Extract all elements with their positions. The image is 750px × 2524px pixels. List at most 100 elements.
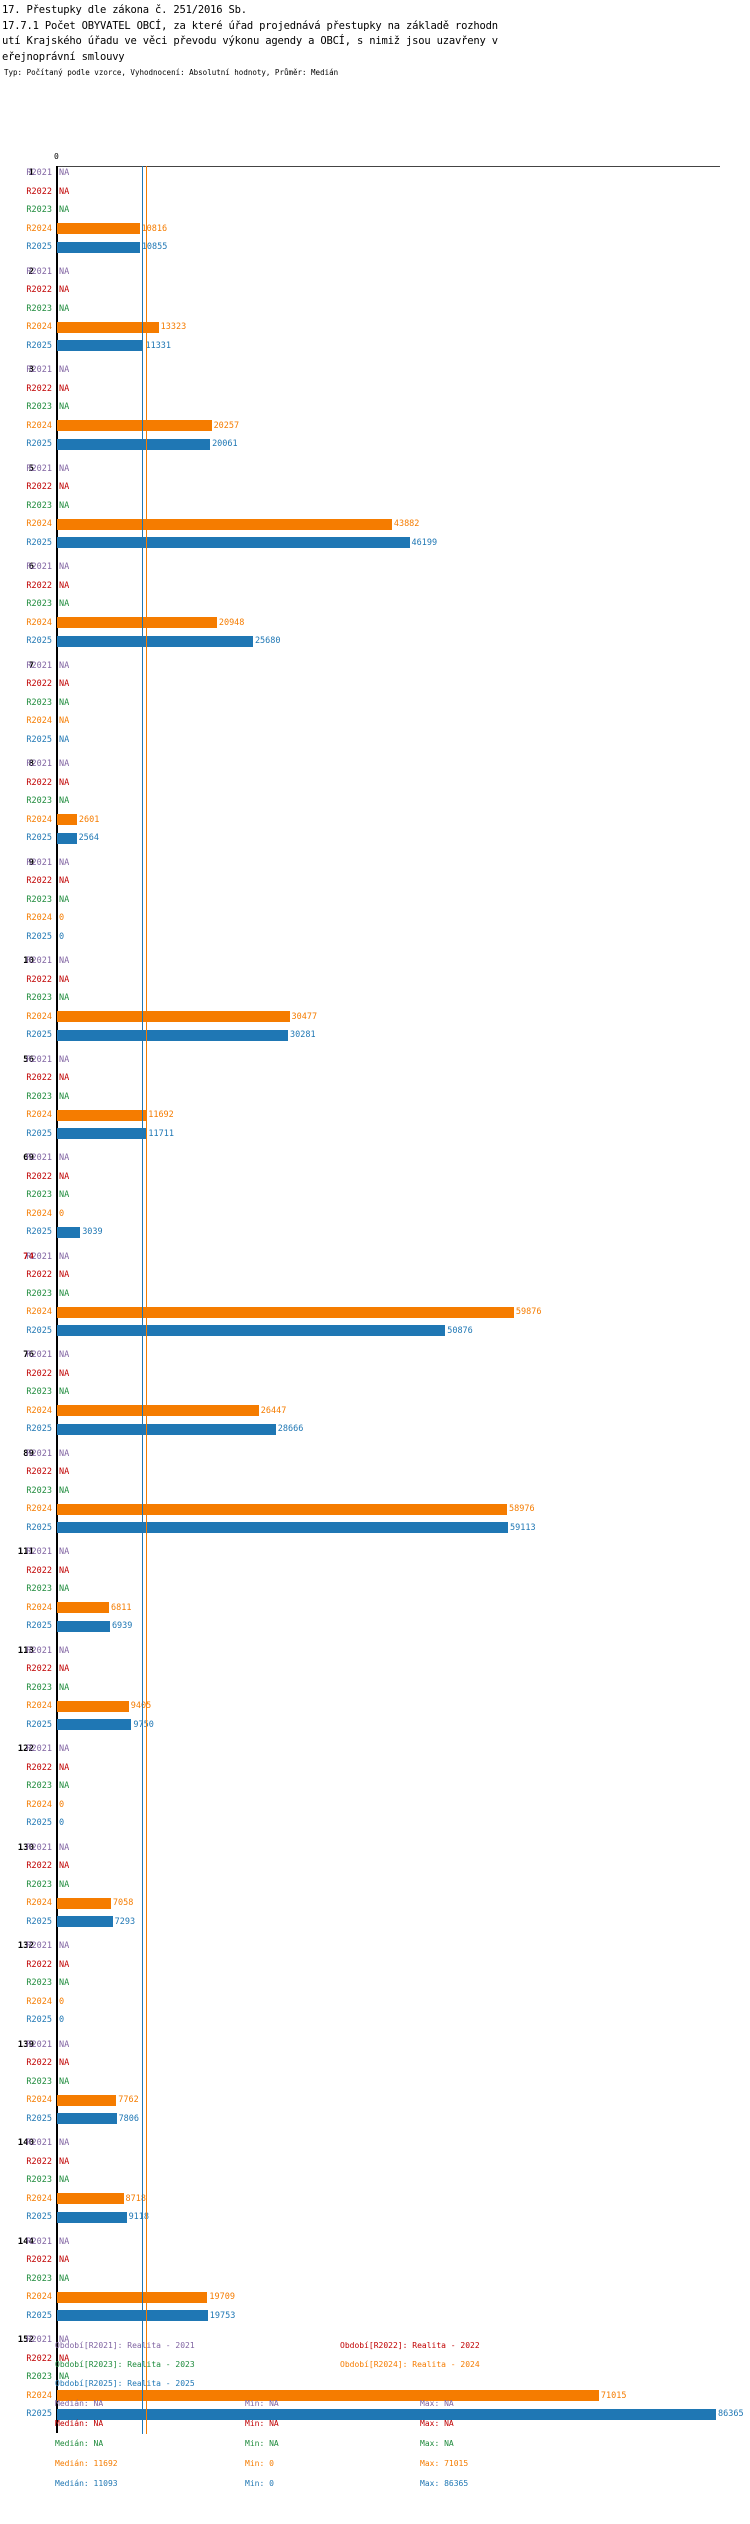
period-label-r2022: R2022 — [26, 1467, 52, 1478]
period-label-r2024: R2024 — [26, 223, 52, 234]
bar-value-label: NA — [59, 1251, 70, 1262]
period-label-r2025: R2025 — [26, 833, 52, 844]
bar-value-label: 20948 — [218, 617, 245, 628]
legend-stat-row: Medián: 11692 Min: 0 Max: 71015 — [0, 2455, 750, 2475]
period-label-r2024: R2024 — [26, 814, 52, 825]
bar-value-label: NA — [59, 1350, 70, 1360]
group-label: 140 — [17, 2138, 34, 2148]
bar-r2025 — [57, 241, 140, 253]
title-line-4: eřejnoprávní smlouvy — [2, 50, 125, 63]
period-label-r2022: R2022 — [26, 876, 52, 887]
period-label-r2022: R2022 — [26, 2058, 52, 2069]
bar-value-label: NA — [59, 759, 70, 769]
bar-value-label: NA — [59, 1565, 70, 1576]
period-label-r2023: R2023 — [26, 1978, 52, 1989]
bar-r2024 — [57, 2291, 208, 2303]
bar-r2024 — [57, 1503, 507, 1515]
period-label-r2021: R2021 — [26, 2138, 52, 2148]
period-label-r2021: R2021 — [26, 1448, 52, 1459]
bar-value-label: 7058 — [112, 1898, 134, 1909]
bar-r2025 — [57, 2408, 716, 2420]
bar-r2024 — [57, 1109, 147, 1121]
bar-value-label: NA — [59, 796, 70, 807]
legend-entry-r2025[interactable]: Období[R2025]: Realita - 2025 — [55, 2379, 195, 2388]
period-label-r2023: R2023 — [26, 1879, 52, 1890]
bar-value-label: NA — [59, 1861, 70, 1872]
legend-entry-r2021[interactable]: Období[R2021]: Realita - 2021 — [55, 2341, 195, 2350]
bar-value-label: 7293 — [114, 1916, 136, 1927]
bar-value-label: NA — [59, 1073, 70, 1084]
legend-entry-r2022[interactable]: Období[R2022]: Realita - 2022 — [340, 2341, 480, 2350]
legend-median-value: Medián: NA — [55, 2439, 104, 2448]
period-label-r2025: R2025 — [26, 1227, 52, 1238]
period-label-r2025: R2025 — [26, 1128, 52, 1139]
bar-r2024 — [57, 1897, 111, 1909]
axis-zero-line — [56, 166, 58, 2433]
bar-value-label: NA — [59, 1153, 70, 1163]
bar-r2024 — [57, 1602, 109, 1614]
period-label-r2023: R2023 — [26, 500, 52, 511]
legend-entry-r2023[interactable]: Období[R2023]: Realita - 2023 — [55, 2360, 195, 2369]
bar-value-label: 0 — [59, 1208, 65, 1219]
period-label-r2023: R2023 — [26, 1288, 52, 1299]
bar-value-label: NA — [59, 1584, 70, 1595]
bar-value-label: NA — [59, 1664, 70, 1675]
legend-median-value: Medián: NA — [55, 2399, 104, 2408]
group-label: 89 — [23, 1448, 34, 1459]
bar-r2024 — [57, 617, 217, 629]
bar-r2025 — [57, 2113, 117, 2125]
bar-value-label: NA — [59, 1959, 70, 1970]
bar-value-label: 8718 — [125, 2193, 146, 2204]
period-label-r2025: R2025 — [26, 1818, 52, 1829]
bar-value-label: NA — [59, 1368, 70, 1379]
bar-value-label: NA — [59, 1978, 70, 1989]
bar-value-label: 25680 — [254, 636, 281, 647]
bar-value-label: 9118 — [128, 2212, 150, 2223]
period-label-r2024: R2024 — [26, 1504, 52, 1515]
bar-r2025 — [57, 832, 77, 844]
legend-stat-row: Medián: NA Min: NA Max: NA — [0, 2415, 750, 2435]
period-label-r2022: R2022 — [26, 1861, 52, 1872]
bar-value-label: NA — [59, 1879, 70, 1890]
period-label-r2025: R2025 — [26, 1030, 52, 1041]
bar-r2025 — [57, 1423, 276, 1435]
bar-value-label: NA — [59, 1054, 70, 1065]
period-label-r2022: R2022 — [26, 1073, 52, 1084]
bar-r2025 — [57, 1226, 81, 1238]
legend-stat-row: Medián: 11093 Min: 0 Max: 86365 — [0, 2475, 750, 2495]
bar-value-label: NA — [59, 2255, 70, 2266]
bar-value-label: 28666 — [277, 1424, 304, 1435]
bar-r2024 — [57, 2193, 124, 2205]
bar-value-label: NA — [59, 2353, 70, 2364]
bar-value-label: 9405 — [131, 1701, 151, 1711]
period-label-r2024: R2024 — [26, 2095, 52, 2106]
legend-entry-r2024[interactable]: Období[R2024]: Realita - 2024 — [340, 2360, 480, 2369]
legend-stat-row: Medián: NA Min: NA Max: NA — [0, 2435, 750, 2455]
legend-max-value: Max: 86365 — [420, 2479, 469, 2488]
bar-value-label: NA — [59, 463, 70, 474]
bar-value-label: 0 — [59, 1818, 65, 1829]
bar-value-label: NA — [59, 2335, 70, 2345]
period-label-r2025: R2025 — [26, 931, 52, 942]
period-label-r2024: R2024 — [26, 617, 52, 628]
chart-header: 17. Přestupky dle zákona č. 251/2016 Sb.… — [0, 0, 750, 78]
period-label-r2022: R2022 — [26, 1270, 52, 1281]
period-label-r2024: R2024 — [26, 1405, 52, 1416]
bar-value-label: NA — [59, 1781, 70, 1792]
bar-value-label: 10855 — [141, 242, 168, 253]
bar-value-label: NA — [59, 2372, 70, 2383]
period-label-r2025: R2025 — [26, 1719, 52, 1730]
bar-r2025 — [57, 1128, 147, 1140]
period-label-r2024: R2024 — [26, 1799, 52, 1810]
period-label-r2025: R2025 — [26, 439, 52, 450]
period-label-r2022: R2022 — [26, 1959, 52, 1970]
period-label-r2024: R2024 — [26, 1307, 52, 1318]
bar-value-label: 7806 — [118, 2113, 140, 2124]
bar-value-label: NA — [59, 777, 70, 788]
group-label: 132 — [17, 1941, 34, 1951]
period-label-r2025: R2025 — [26, 1522, 52, 1533]
bar-r2024 — [57, 420, 212, 432]
bar-value-label: NA — [59, 1288, 70, 1299]
title-line-3: utí Krajského úřadu ve věci převodu výko… — [2, 35, 498, 47]
period-label-r2024: R2024 — [26, 420, 52, 431]
